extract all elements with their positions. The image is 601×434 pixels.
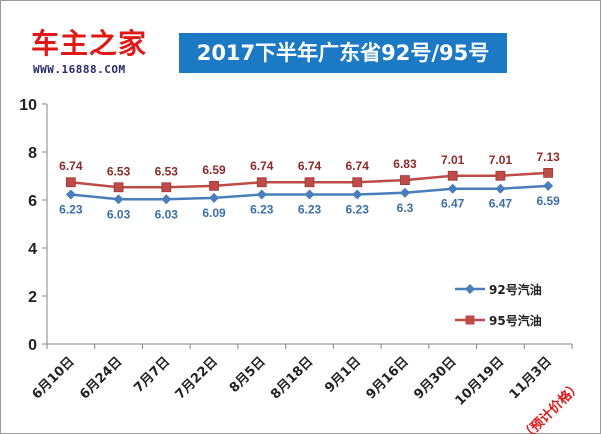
- data-label: 6.03: [155, 207, 179, 221]
- x-tick-label: 9月30日: [411, 354, 459, 402]
- data-label: 7.13: [536, 150, 560, 164]
- y-tick-label: 4: [28, 241, 37, 258]
- series-2-marker: [209, 180, 219, 191]
- y-tick-label: 8: [28, 145, 37, 162]
- data-label: 6.53: [155, 164, 179, 178]
- data-label: 6.23: [250, 202, 274, 216]
- y-tick-label: 2: [28, 289, 37, 306]
- series-1-marker: [543, 180, 554, 191]
- data-labels: 6.23 6.03 6.03 6.09 6.23 6.23 6.23 6.3 6.47 6.47 6…: [59, 150, 560, 221]
- legend-label-2: 95号汽油: [489, 313, 542, 328]
- y-tick-label: 10: [19, 97, 37, 114]
- logo-text: 车主之家: [31, 27, 148, 60]
- chart-title: 2017下半年广东省92号/95号: [196, 41, 490, 65]
- series-2-marker: [113, 182, 124, 193]
- series-2-marker: [447, 170, 458, 181]
- data-label: 6.3: [397, 201, 414, 215]
- x-tick-label: 6月10日: [30, 354, 78, 402]
- series-1-marker: [113, 194, 124, 205]
- legend-marker-2: [465, 315, 475, 325]
- series-2-marker: [352, 177, 363, 188]
- y-ticks: 0 2 4 6 8 10: [19, 97, 47, 354]
- series-1-marker: [447, 183, 458, 194]
- series-2-marker: [304, 177, 315, 188]
- data-label: 6.74: [59, 159, 83, 173]
- data-label: 6.09: [202, 206, 226, 220]
- data-label: 6.47: [489, 197, 513, 211]
- data-label: 6.47: [441, 197, 465, 211]
- legend: 92号汽油 95号汽油: [455, 282, 542, 328]
- x-tick-label: 8月18日: [268, 354, 316, 402]
- logo: 车主之家 WWW.16888.COM: [31, 27, 181, 79]
- x-tick-label: 7月22日: [173, 354, 221, 402]
- data-label: 6.23: [346, 202, 370, 216]
- x-tick-label: 8月5日: [227, 354, 269, 396]
- logo-url: WWW.16888.COM: [33, 63, 126, 76]
- series-2-marker: [543, 167, 554, 178]
- series-2-marker: [256, 177, 267, 188]
- data-label: 6.74: [346, 159, 370, 173]
- series-2-marker: [400, 175, 410, 185]
- data-label: 7.01: [441, 153, 465, 167]
- series-1-marker: [399, 187, 410, 198]
- series-1-marker: [161, 194, 172, 205]
- data-label: 6.53: [107, 164, 131, 178]
- series-1-marker: [304, 189, 315, 200]
- x-tick-label: 6月24日: [77, 354, 125, 402]
- data-label: 6.23: [59, 202, 83, 216]
- x-tick-label: 9月1日: [322, 354, 364, 396]
- data-label: 6.03: [107, 207, 131, 221]
- series-2-marker: [65, 177, 76, 188]
- data-label: 6.59: [536, 194, 560, 208]
- data-label: 7.01: [489, 153, 513, 167]
- x-tick-label: 11月3日: [507, 354, 555, 402]
- series-1-marker: [65, 189, 76, 200]
- legend-label-1: 92号汽油: [489, 282, 542, 297]
- y-tick-label: 0: [28, 337, 37, 354]
- x-tick-label: 9月16日: [364, 354, 412, 402]
- x-tick-label: 7月7日: [131, 354, 173, 396]
- y-tick-label: 6: [28, 193, 37, 210]
- series-1-marker: [495, 183, 506, 194]
- axes: [46, 104, 572, 345]
- series-1-marker: [209, 192, 220, 203]
- data-label: 6.83: [393, 157, 417, 171]
- title-banner: 2017下半年广东省92号/95号: [179, 33, 507, 73]
- x-ticks: 6月10日 6月24日 7月7日 7月22日 8月5日 8月18日 9月1日 9月16日 9月3…: [30, 344, 573, 409]
- series-1-marker: [352, 189, 363, 200]
- legend-marker-1: [465, 284, 475, 294]
- series-2-marker: [161, 182, 172, 193]
- series-1-marker: [256, 189, 267, 200]
- data-label: 6.23: [298, 202, 322, 216]
- x-tick-label: 10月19日: [453, 354, 508, 409]
- series-2-marker: [495, 170, 506, 181]
- data-label: 6.74: [250, 159, 274, 173]
- series-layer: [65, 167, 554, 205]
- data-label: 6.74: [298, 159, 322, 173]
- data-label: 6.59: [202, 163, 226, 177]
